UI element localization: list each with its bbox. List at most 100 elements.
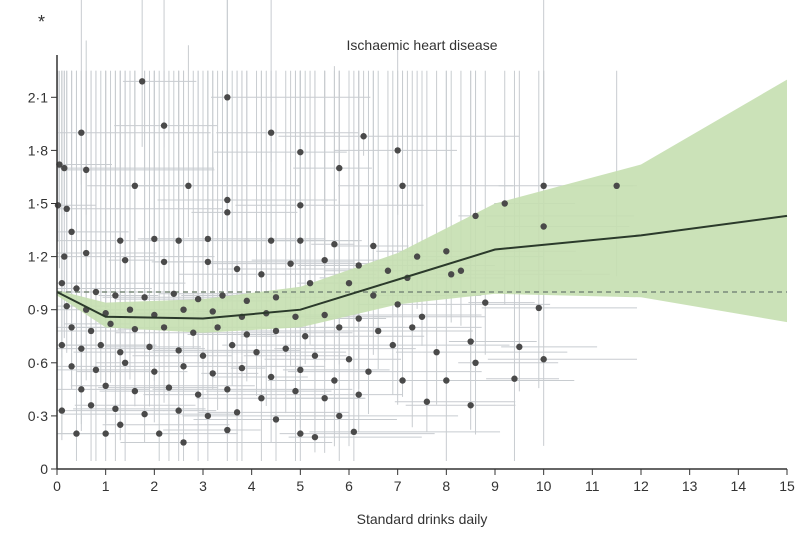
data-point [131, 182, 139, 189]
data-point [219, 292, 226, 299]
y-tick-label: 1·8 [28, 142, 48, 158]
data-point [68, 324, 75, 331]
data-point [87, 402, 95, 409]
data-point [443, 377, 450, 384]
data-point [117, 237, 124, 244]
data-point [272, 294, 280, 301]
data-point [61, 164, 68, 172]
data-point [355, 391, 362, 398]
data-point [394, 301, 401, 308]
data-point [141, 294, 148, 301]
data-point [267, 373, 275, 381]
data-point [443, 248, 450, 255]
x-tick-label: 13 [682, 478, 698, 494]
data-point [297, 237, 304, 244]
x-tick-label: 10 [536, 478, 552, 494]
data-point [58, 279, 66, 287]
data-point [253, 348, 260, 356]
panel-marker: * [38, 12, 45, 32]
data-point [180, 306, 187, 313]
y-tick-label: 2·1 [28, 89, 48, 105]
x-tick-label: 1 [102, 478, 110, 494]
data-point [345, 356, 353, 363]
data-point [199, 352, 207, 359]
data-point [375, 327, 382, 335]
data-point [433, 348, 440, 356]
data-point [365, 368, 372, 375]
x-tick-label: 14 [731, 478, 747, 494]
data-point [482, 299, 489, 306]
data-point [472, 212, 479, 220]
data-point [138, 78, 146, 85]
data-point [175, 347, 182, 354]
data-point [78, 345, 85, 352]
data-point [306, 279, 314, 287]
data-point [370, 292, 377, 299]
data-point [302, 333, 309, 340]
data-point [613, 182, 620, 189]
data-point [63, 302, 70, 310]
x-tick-label: 5 [296, 478, 304, 494]
data-point [355, 262, 362, 269]
data-point [209, 308, 216, 315]
data-point [224, 196, 231, 204]
data-point [418, 313, 426, 320]
x-tick-label: 6 [345, 478, 353, 494]
data-point [331, 377, 338, 384]
data-point [156, 430, 163, 437]
data-point [180, 363, 187, 370]
data-point [336, 412, 343, 420]
data-point [224, 209, 231, 216]
data-point [107, 320, 114, 328]
data-point [78, 386, 85, 393]
data-point [267, 237, 275, 244]
data-point [204, 235, 212, 243]
data-point [292, 313, 299, 320]
data-point [63, 205, 70, 213]
data-point [272, 416, 280, 423]
data-point [243, 297, 250, 305]
data-point [97, 341, 105, 349]
data-point [516, 343, 523, 351]
data-point [423, 398, 431, 405]
data-point [321, 256, 328, 264]
data-point [151, 235, 158, 243]
data-point [345, 279, 353, 287]
data-point [467, 338, 474, 345]
x-axis-label: Standard drinks daily [357, 511, 488, 527]
data-point [336, 324, 343, 331]
data-point [384, 267, 392, 274]
data-point [126, 306, 134, 313]
data-point [112, 292, 119, 299]
data-point [350, 428, 358, 436]
data-point [175, 237, 182, 244]
data-point [535, 304, 542, 312]
data-point [92, 288, 100, 296]
data-point [394, 147, 401, 154]
x-tick-label: 7 [394, 478, 402, 494]
data-point [102, 430, 109, 437]
data-point [355, 315, 362, 322]
data-point [185, 182, 192, 189]
data-point [131, 325, 139, 333]
data-point [238, 364, 246, 372]
x-tick-label: 12 [633, 478, 649, 494]
x-tick-label: 0 [53, 478, 61, 494]
data-point [229, 341, 236, 349]
data-point [233, 265, 241, 273]
data-point [117, 348, 124, 356]
data-point [399, 182, 406, 189]
data-point [61, 253, 68, 260]
data-point [457, 267, 465, 274]
data-point [204, 258, 212, 266]
data-point [297, 148, 304, 156]
data-point [287, 260, 294, 267]
y-tick-label: 1·5 [28, 196, 48, 212]
data-point [540, 356, 547, 363]
data-point [413, 253, 421, 260]
data-point [282, 345, 289, 352]
data-point [78, 129, 85, 136]
data-point [209, 370, 216, 377]
data-point [58, 341, 66, 349]
data-point [121, 359, 129, 366]
